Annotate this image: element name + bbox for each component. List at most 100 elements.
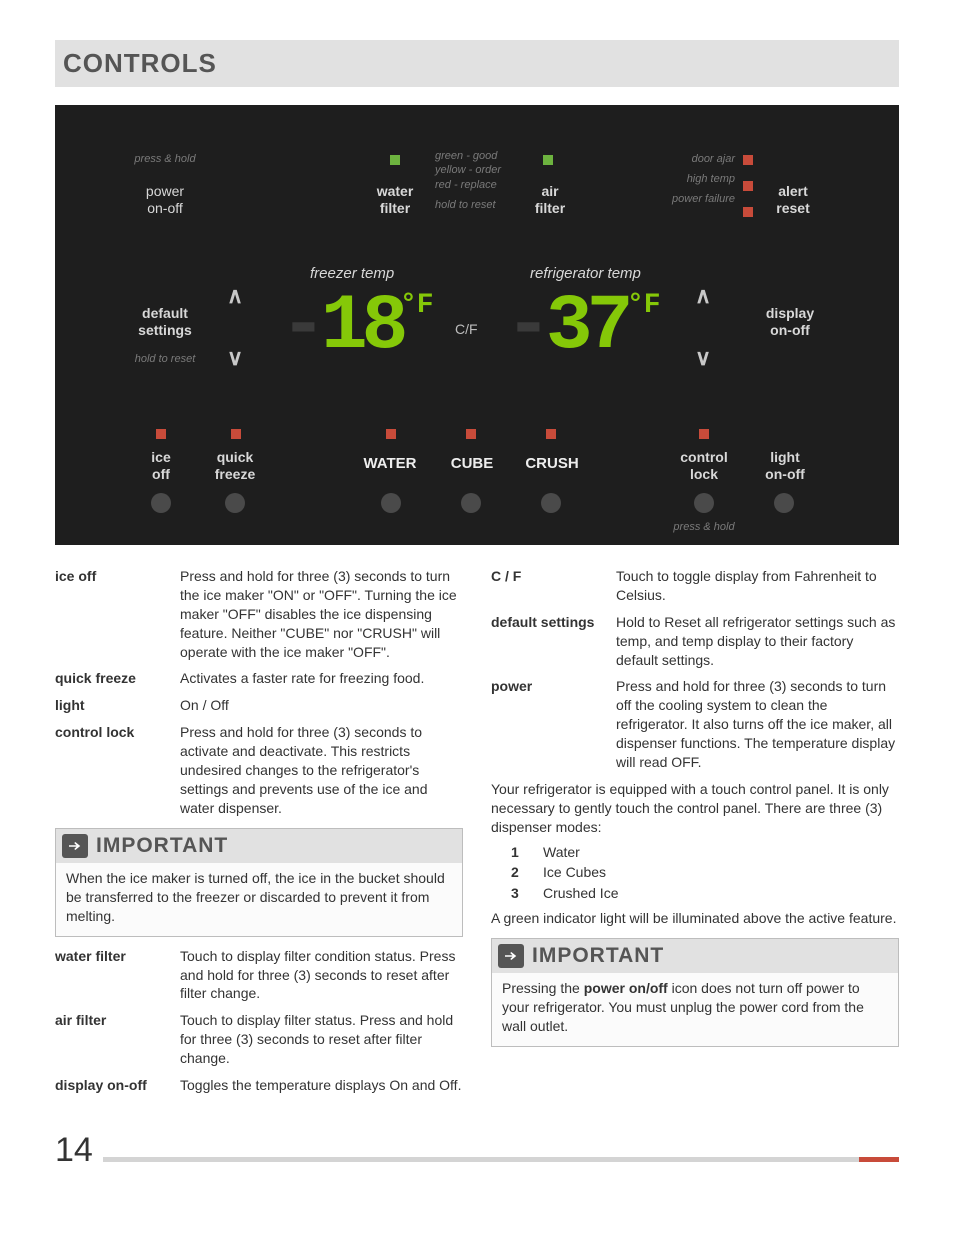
touch-panel-para: Your refrigerator is equipped with a tou… (491, 780, 899, 837)
alert-labels: door ajar high temp power failure (645, 153, 735, 205)
light-label: light on-off (755, 449, 815, 483)
definition-row: display on-offToggles the temperature di… (55, 1076, 463, 1095)
definition-desc: Hold to Reset all refrigerator settings … (616, 613, 899, 670)
definition-row: lightOn / Off (55, 696, 463, 715)
arrow-icon (62, 834, 88, 858)
crush-label: CRUSH (513, 455, 591, 473)
hold-to-reset-label: hold to reset (120, 353, 210, 365)
dispenser-modes-list: 1Water2Ice Cubes 3Crushed Ice (511, 843, 899, 904)
green-indicator-para: A green indicator light will be illumina… (491, 909, 899, 928)
freezer-temp-label: freezer temp (310, 265, 394, 282)
definition-term: quick freeze (55, 669, 180, 688)
air-filter-label: air filter (515, 183, 585, 217)
list-item: 3Crushed Ice (511, 884, 899, 903)
cube-button-icon (461, 493, 481, 513)
list-item: 1Water (511, 843, 899, 862)
freezer-degF: °F (400, 290, 434, 321)
definition-term: ice off (55, 567, 180, 661)
water-button-icon (381, 493, 401, 513)
definition-desc: Touch to toggle display from Fahrenheit … (616, 567, 899, 605)
freezer-down-icon: ∨ (227, 345, 243, 371)
quick-freeze-button-icon (225, 493, 245, 513)
crush-icon (546, 429, 556, 439)
definition-term: power (491, 677, 616, 771)
water-icon (386, 429, 396, 439)
definition-row: ice offPress and hold for three (3) seco… (55, 567, 463, 661)
page-footer: 14 (55, 1131, 899, 1170)
definition-row: air filterTouch to display filter status… (55, 1011, 463, 1068)
water-filter-legend: green - good yellow - order red - replac… (435, 149, 525, 212)
refrig-temp-value: -37 (505, 283, 627, 371)
freezer-temp-value: -18 (280, 283, 402, 371)
water-filter-label: water filter (360, 183, 430, 217)
definition-row: powerPress and hold for three (3) second… (491, 677, 899, 771)
cube-label: CUBE (433, 455, 511, 473)
definition-row: water filterTouch to display filter cond… (55, 947, 463, 1004)
control-lock-label: control lock (667, 449, 741, 483)
arrow-icon (498, 944, 524, 968)
definition-term: control lock (55, 723, 180, 817)
definition-desc: Touch to display filter condition status… (180, 947, 463, 1004)
refrig-down-icon: ∨ (695, 345, 711, 371)
press-hold-bottom-label: press & hold (663, 521, 745, 533)
definition-row: default settingsHold to Reset all refrig… (491, 613, 899, 670)
water-label: WATER (350, 455, 430, 473)
important-box-right: IMPORTANT Pressing the power on/off icon… (491, 938, 899, 1047)
air-filter-status-icon (543, 155, 553, 165)
alert-reset-label: alert reset (763, 183, 823, 217)
definition-term: water filter (55, 947, 180, 1004)
definition-term: display on-off (55, 1076, 180, 1095)
press-hold-top-label: press & hold (125, 153, 205, 165)
left-column: ice offPress and hold for three (3) seco… (55, 567, 463, 1103)
control-lock-icon (699, 429, 709, 439)
page-number: 14 (55, 1131, 93, 1170)
definition-term: C / F (491, 567, 616, 605)
refrig-degF: °F (627, 290, 661, 321)
footer-bar (103, 1157, 899, 1162)
right-column: C / FTouch to toggle display from Fahren… (491, 567, 899, 1103)
freezer-up-icon: ∧ (227, 283, 243, 309)
important-body: When the ice maker is turned off, the ic… (56, 863, 462, 936)
control-panel-illustration: press & hold power on-off water filter g… (55, 105, 899, 545)
cube-icon (466, 429, 476, 439)
definition-row: C / FTouch to toggle display from Fahren… (491, 567, 899, 605)
ice-off-icon (156, 429, 166, 439)
ice-off-label: ice off (131, 449, 191, 483)
crush-button-icon (541, 493, 561, 513)
description-columns: ice offPress and hold for three (3) seco… (55, 567, 899, 1103)
refrig-up-icon: ∧ (695, 283, 711, 309)
definition-desc: Toggles the temperature displays On and … (180, 1076, 463, 1095)
important-body: Pressing the power on/off icon does not … (492, 973, 898, 1046)
definition-desc: Press and hold for three (3) seconds to … (180, 723, 463, 817)
door-ajar-icon (743, 155, 753, 165)
display-onoff-label: display on-off (750, 305, 830, 339)
ice-off-button-icon (151, 493, 171, 513)
quick-freeze-icon (231, 429, 241, 439)
definition-desc: Activates a faster rate for freezing foo… (180, 669, 463, 688)
default-settings-label: default settings (120, 305, 210, 339)
important-title: IMPORTANT (532, 942, 664, 970)
light-button-icon (774, 493, 794, 513)
page-title-bar: CONTROLS (55, 40, 899, 87)
definition-desc: Press and hold for three (3) seconds to … (616, 677, 899, 771)
water-filter-status-icon (390, 155, 400, 165)
list-item: 2Ice Cubes (511, 863, 899, 882)
refrig-temp-label: refrigerator temp (530, 265, 641, 282)
definition-desc: On / Off (180, 696, 463, 715)
cf-toggle-label: C/F (455, 321, 478, 337)
definition-desc: Touch to display filter status. Press an… (180, 1011, 463, 1068)
high-temp-icon (743, 181, 753, 191)
definition-term: air filter (55, 1011, 180, 1068)
definition-term: light (55, 696, 180, 715)
quick-freeze-label: quick freeze (205, 449, 265, 483)
power-failure-icon (743, 207, 753, 217)
definition-row: quick freezeActivates a faster rate for … (55, 669, 463, 688)
definition-term: default settings (491, 613, 616, 670)
definition-desc: Press and hold for three (3) seconds to … (180, 567, 463, 661)
important-box-left: IMPORTANT When the ice maker is turned o… (55, 828, 463, 937)
important-title: IMPORTANT (96, 832, 228, 860)
definition-row: control lockPress and hold for three (3)… (55, 723, 463, 817)
page-title: CONTROLS (63, 48, 899, 79)
control-lock-button-icon (694, 493, 714, 513)
power-onoff-label: power on-off (125, 183, 205, 217)
